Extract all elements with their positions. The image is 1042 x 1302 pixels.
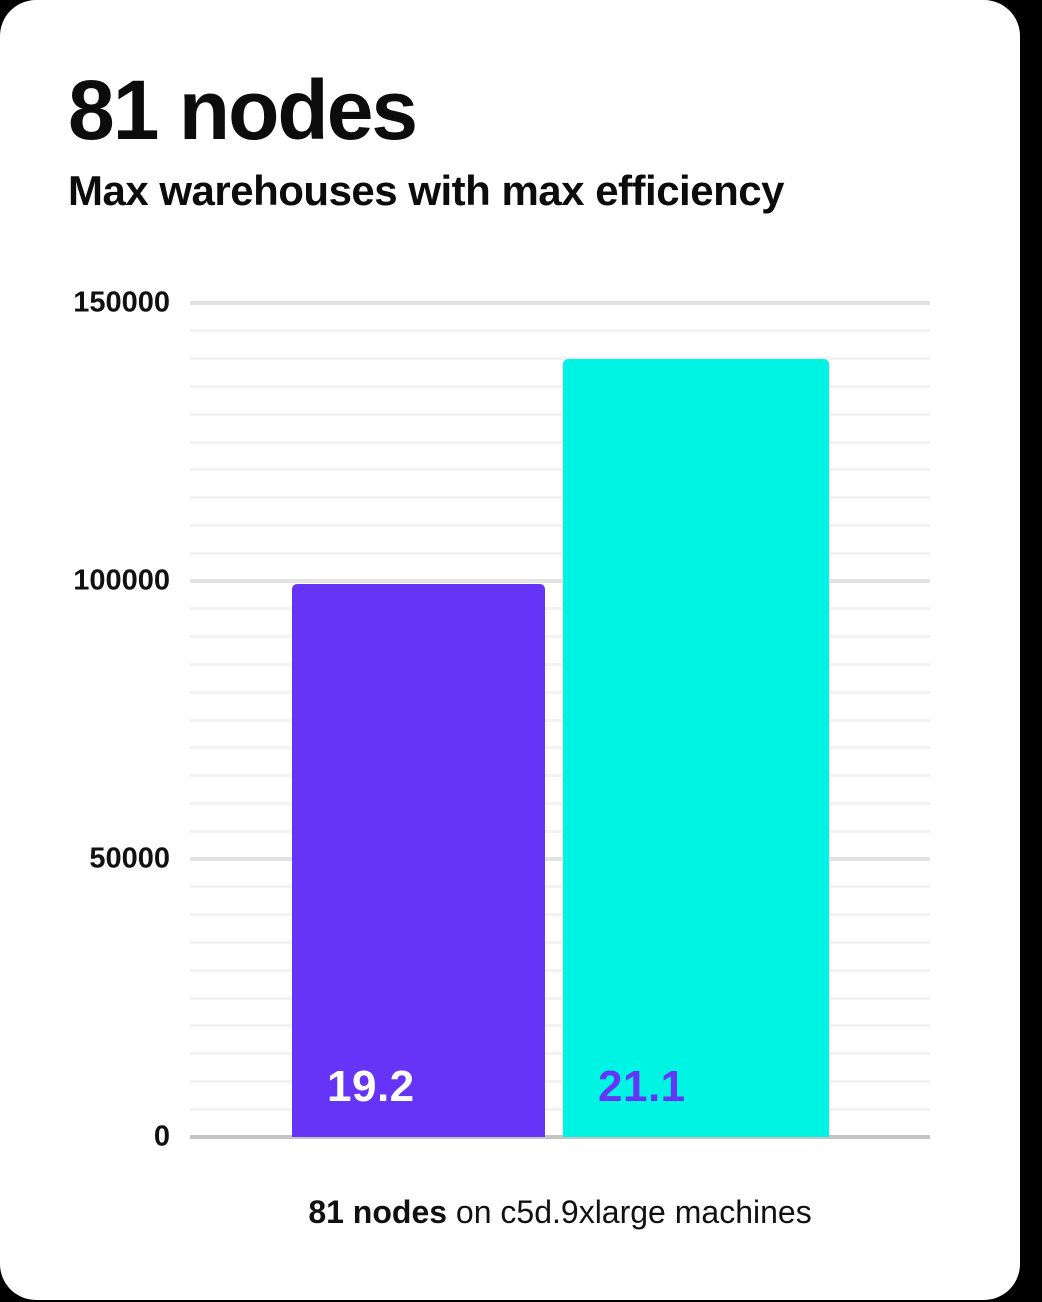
bar-19.2: 19.2 xyxy=(292,583,545,1137)
y-axis-tick-label: 150000 xyxy=(73,286,170,319)
bar-chart-plot-area: 19.2 21.1 xyxy=(190,301,930,1139)
y-axis-tick-label: 50000 xyxy=(89,842,170,875)
minor-gridline xyxy=(190,1052,930,1056)
minor-gridline xyxy=(190,662,930,666)
minor-gridline xyxy=(190,468,930,472)
minor-gridline xyxy=(190,774,930,778)
minor-gridline xyxy=(190,1107,930,1111)
minor-gridline xyxy=(190,412,930,416)
chart-card: 81 nodes Max warehouses with max efficie… xyxy=(0,0,1020,1300)
minor-gridline xyxy=(190,1024,930,1028)
minor-gridline xyxy=(190,690,930,694)
chart-caption: 81 nodes on c5d.9xlarge machines xyxy=(190,1192,930,1234)
major-gridline xyxy=(190,301,930,305)
minor-gridline xyxy=(190,384,930,388)
caption-bold-text: 81 nodes xyxy=(308,1194,448,1230)
minor-gridline xyxy=(190,801,930,805)
major-gridline xyxy=(190,579,930,583)
minor-gridline xyxy=(190,551,930,555)
x-axis-line xyxy=(190,1135,930,1139)
bar-21.1: 21.1 xyxy=(563,358,829,1137)
bar-value-label: 21.1 xyxy=(598,1062,686,1111)
minor-gridline xyxy=(190,440,930,444)
major-gridline xyxy=(190,857,930,861)
page-title: 81 nodes xyxy=(68,63,418,157)
minor-gridline xyxy=(190,607,930,611)
bar-value-label: 19.2 xyxy=(327,1062,415,1111)
minor-gridline xyxy=(190,996,930,1000)
caption-regular-text: on c5d.9xlarge machines xyxy=(447,1194,812,1230)
minor-gridline xyxy=(190,746,930,750)
page-subtitle: Max warehouses with max efficiency xyxy=(68,167,784,214)
minor-gridline xyxy=(190,718,930,722)
minor-gridline xyxy=(190,329,930,333)
minor-gridline xyxy=(190,523,930,527)
minor-gridline xyxy=(190,1079,930,1083)
minor-gridline xyxy=(190,913,930,917)
minor-gridline xyxy=(190,357,930,361)
y-axis-tick-label: 100000 xyxy=(73,564,170,597)
minor-gridline xyxy=(190,496,930,500)
y-axis-tick-label: 0 xyxy=(153,1120,170,1153)
minor-gridline xyxy=(190,968,930,972)
minor-gridline xyxy=(190,635,930,639)
minor-gridline xyxy=(190,940,930,944)
minor-gridline xyxy=(190,885,930,889)
minor-gridline xyxy=(190,829,930,833)
